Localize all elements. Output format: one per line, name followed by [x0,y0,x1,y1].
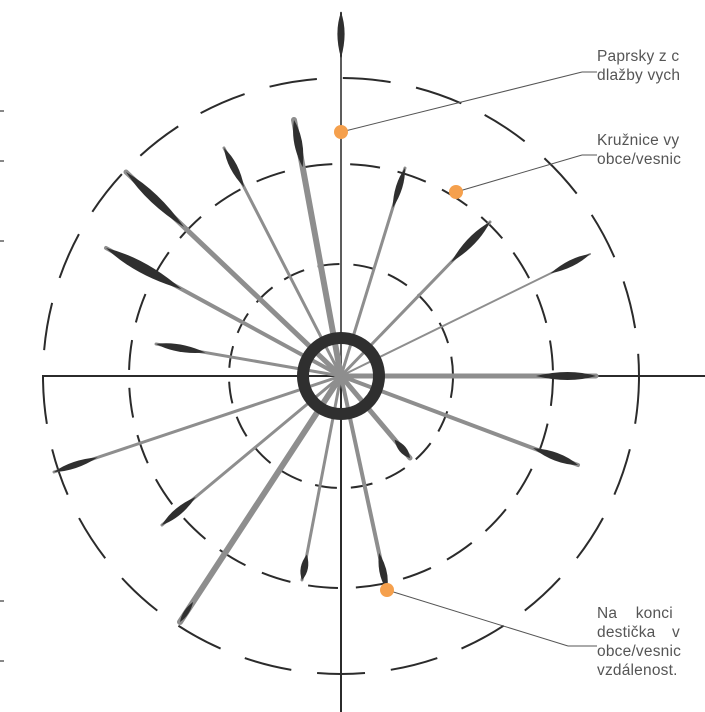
leader-lines [340,71,597,647]
ray-plate-2 [224,148,245,188]
callout-circles-line-1: Kružnice vy [597,132,680,149]
ray-plate-13 [536,372,596,380]
leader-line-rays [340,71,583,133]
ray-plate-4 [106,248,182,290]
ray-plate-11 [394,439,410,458]
marker-dot-rays [334,125,348,139]
callout-rays-line-1: Paprsky z c [597,48,680,65]
callout-plate-line-3: obce/vesnic [597,643,682,660]
markers [334,125,463,597]
ray-plate-8 [180,601,194,622]
callout-plate-line-4: vzdálenost. [597,662,678,679]
leader-line-plate [386,589,569,647]
distance-circle-1 [42,77,640,675]
marker-dot-circles [449,185,463,199]
ray-plate-12 [533,448,578,465]
callout-plate-line-2: destička v [597,624,680,641]
ray-plate-6 [54,457,98,472]
callout-circles-line-2: obce/vesnic [597,151,682,168]
leader-line-circles [455,154,583,193]
ray-plate-17 [337,12,345,58]
ray-plate-16 [392,168,406,209]
ray-plate-1 [293,120,304,168]
ray-6 [52,374,343,474]
callout-rays-line-2: dlažby vych [597,67,681,84]
rays [52,11,599,625]
center-ring [297,332,385,420]
ray-plate-9 [300,554,309,580]
callout-plate: Na konci destička v obce/vesnic vzdáleno… [597,604,681,680]
marker-dot-plate [380,583,394,597]
ray-plate-10 [378,552,388,590]
ray-14 [340,253,591,377]
callout-plate-line-1: Na konci [597,605,673,622]
callout-circles: Kružnice vy obce/vesnic [597,131,681,169]
ray-plate-15 [451,222,490,263]
ray-plate-5 [156,343,206,353]
ray-plate-7 [162,496,196,525]
ray-plate-14 [550,254,590,274]
callout-rays: Paprsky z c dlažby vych [597,47,680,85]
ray-plate-3 [126,172,185,228]
ray-8 [177,373,344,625]
